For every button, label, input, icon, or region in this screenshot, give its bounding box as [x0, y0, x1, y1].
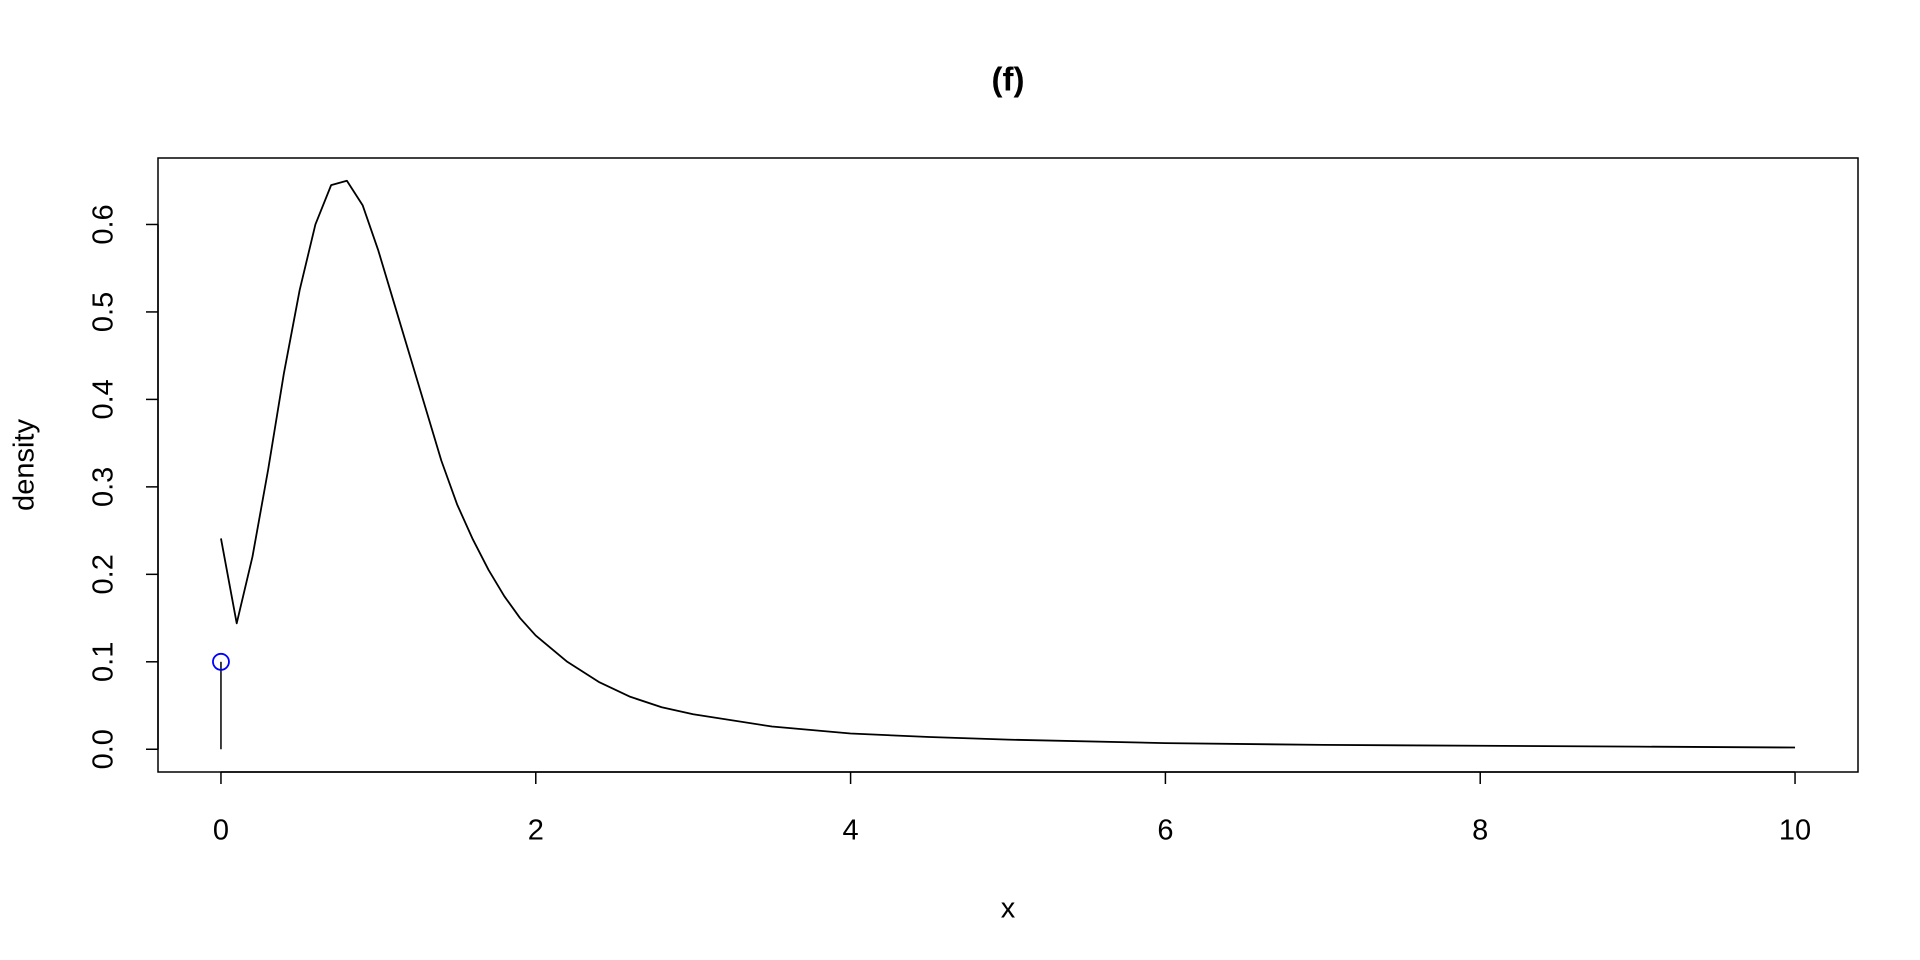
y-tick-label: 0.6 — [88, 204, 120, 244]
x-tick-label: 2 — [528, 815, 544, 847]
x-tick-label: 8 — [1472, 815, 1488, 847]
x-tick-label: 0 — [213, 815, 229, 847]
y-tick-label: 0.1 — [88, 642, 120, 682]
x-tick-label: 6 — [1157, 815, 1173, 847]
y-tick-label: 0.3 — [88, 467, 120, 507]
y-tick-label: 0.2 — [88, 554, 120, 594]
y-tick-label: 0.5 — [88, 292, 120, 332]
y-axis-label: density — [9, 419, 41, 511]
x-axis-label: x — [1001, 893, 1016, 925]
plot-frame — [157, 157, 1859, 773]
line-series — [220, 179, 1796, 749]
chart-title: (f) — [992, 61, 1025, 98]
y-tick-label: 0.0 — [88, 729, 120, 769]
y-tick-label: 0.4 — [88, 379, 120, 419]
x-tick-label: 4 — [843, 815, 859, 847]
point-mass-marker — [212, 652, 230, 671]
x-tick-label: 10 — [1779, 815, 1811, 847]
